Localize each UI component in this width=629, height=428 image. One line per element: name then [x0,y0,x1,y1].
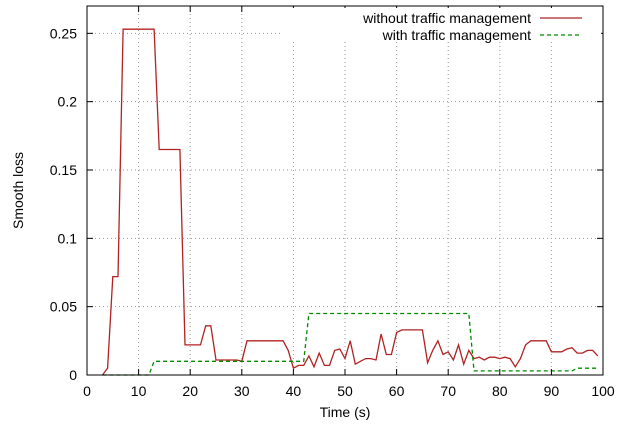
x-tick-label: 20 [182,383,198,399]
x-tick-label: 50 [337,383,353,399]
x-tick-label: 30 [234,383,250,399]
tick-labels: 0 10 20 30 40 50 60 70 80 90 100 0 0.05 0.1 0.15 0.2 0.2… [50,25,615,399]
y-tick-label: 0.05 [50,299,77,315]
y-tick-label: 0.15 [50,162,77,178]
x-tick-label: 70 [440,383,456,399]
x-tick-label: 40 [286,383,302,399]
x-tick-label: 0 [83,383,91,399]
x-axis-title: Time (s) [320,404,371,420]
legend-background [283,8,601,42]
x-tick-label: 60 [389,383,405,399]
x-tick-label: 100 [591,383,615,399]
legend-label-without-traffic-management: without traffic management [362,10,531,26]
y-tick-label: 0 [69,367,77,383]
legend: without traffic management with traffic … [283,8,601,43]
plot-series [101,28,599,376]
y-tick-label: 0.2 [58,94,78,110]
y-tick-label: 0.25 [50,25,77,41]
legend-label-with-traffic-management: with traffic management [382,27,531,43]
x-tick-label: 90 [544,383,560,399]
series-line-with-traffic-management [102,312,598,376]
series-line-without-traffic-management [101,28,599,376]
y-tick-label: 0.1 [58,230,78,246]
grid-lines [87,6,603,375]
x-tick-label: 80 [492,383,508,399]
x-tick-label: 10 [131,383,147,399]
y-axis-title: Smooth loss [10,152,26,229]
